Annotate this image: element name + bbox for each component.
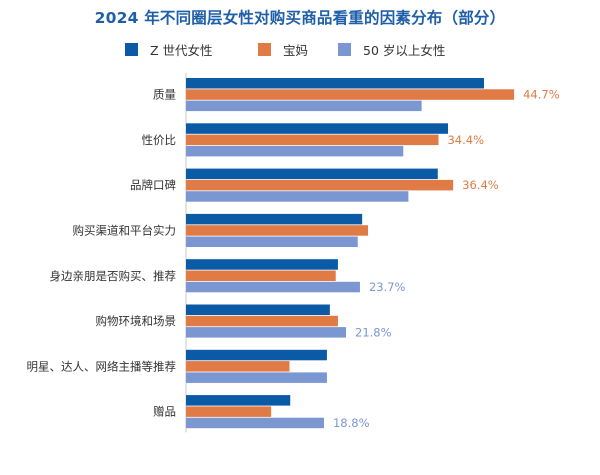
bar-z-generation	[186, 168, 438, 180]
bar-mothers	[186, 89, 515, 100]
bar-mothers	[186, 270, 336, 281]
bar-z-generation	[186, 123, 449, 134]
legend-swatch-over-50	[338, 42, 351, 56]
category-label: 性价比	[142, 133, 177, 147]
bar-mothers	[186, 315, 338, 327]
bar-over-50	[186, 417, 324, 429]
bar-over-50	[186, 236, 358, 247]
data-label: 34.4%	[447, 133, 484, 147]
legend-swatch-z-generation	[125, 42, 138, 56]
data-label: 44.7%	[523, 88, 560, 102]
bar-z-generation	[186, 78, 485, 89]
legend-item-over-50: 50 岁以上女性	[338, 41, 446, 58]
bar-mothers	[186, 406, 272, 417]
category-label: 品牌口碑	[130, 178, 176, 192]
bar-z-generation	[186, 349, 327, 361]
legend-label-mothers: 宝妈	[283, 42, 309, 58]
bar-mothers	[186, 134, 439, 146]
bar-z-generation	[186, 259, 338, 270]
legend-label-z-generation: Z 世代女性	[150, 42, 213, 58]
bar-mothers	[186, 179, 454, 191]
bar-mothers	[186, 361, 290, 372]
chart-title: 2024 年不同圈层女性对购买商品看重的因素分布（部分）	[94, 9, 506, 27]
bar-z-generation	[186, 395, 291, 406]
category-label: 赠品	[153, 405, 176, 419]
data-label: 18.8%	[333, 416, 370, 430]
bar-over-50	[186, 100, 422, 112]
bar-over-50	[186, 327, 347, 338]
category-label: 身边亲朋是否购买、推荐	[50, 269, 177, 283]
legend-swatch-mothers	[258, 42, 271, 56]
legend-item-mothers: 宝妈	[258, 41, 309, 58]
bar-over-50	[186, 372, 327, 383]
legend-item-z-generation: Z 世代女性	[125, 41, 213, 58]
category-label: 质量	[153, 88, 176, 102]
bar-over-50	[186, 191, 409, 202]
bar-z-generation	[186, 304, 330, 315]
data-label: 23.7%	[369, 280, 406, 294]
bar-over-50	[186, 145, 404, 157]
bar-z-generation	[186, 213, 363, 225]
category-label: 购买渠道和平台实力	[73, 223, 177, 237]
data-label: 21.8%	[355, 325, 392, 339]
bar-mothers	[186, 225, 369, 236]
legend-label-over-50: 50 岁以上女性	[363, 42, 446, 58]
category-label: 购物环境和场景	[96, 314, 177, 328]
data-label: 36.4%	[462, 178, 499, 192]
bar-over-50	[186, 281, 360, 293]
category-label: 明星、达人、网络主播等推荐	[27, 359, 177, 373]
